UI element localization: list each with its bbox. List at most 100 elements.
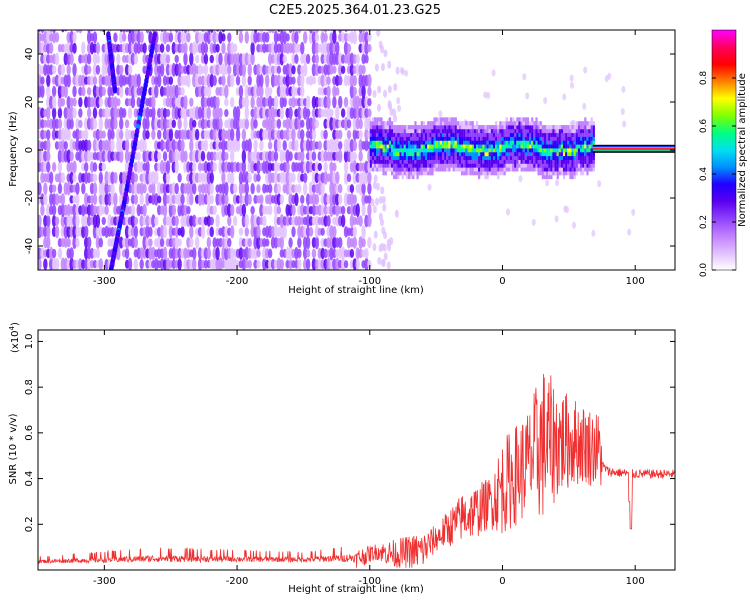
heatmap-cell bbox=[192, 258, 197, 270]
heatmap-band-cell bbox=[503, 159, 506, 164]
heatmap-band-cell bbox=[526, 159, 530, 164]
heatmap-band-cell bbox=[588, 132, 591, 137]
heatmap-band-cell bbox=[424, 163, 428, 168]
heatmap-band-cell bbox=[488, 148, 491, 153]
heatmap-cell bbox=[273, 203, 279, 217]
heatmap-band-cell bbox=[420, 159, 423, 164]
heatmap-band-cell bbox=[469, 171, 472, 176]
heatmap-band-cell bbox=[439, 136, 443, 141]
snr-x-ticks: -300 -200 -100 0 100 bbox=[93, 330, 645, 587]
heatmap-band-cell bbox=[558, 132, 561, 137]
heatmap-cell bbox=[346, 43, 352, 53]
heatmap-cell bbox=[174, 215, 179, 227]
heatmap-cell bbox=[352, 116, 358, 131]
heatmap-band-cell bbox=[427, 144, 430, 149]
heatmap-cell bbox=[162, 151, 168, 162]
heatmap-band-cell bbox=[554, 163, 557, 168]
heatmap-band-cell bbox=[395, 140, 398, 145]
heatmap-band-cell bbox=[531, 136, 534, 141]
heatmap-cell bbox=[124, 149, 130, 164]
heatmap-band-cell bbox=[573, 144, 576, 149]
heatmap-band-cell bbox=[403, 136, 406, 141]
heatmap-band-cell bbox=[446, 155, 449, 160]
heatmap-cell bbox=[311, 171, 317, 185]
heatmap-band-cell bbox=[539, 151, 542, 157]
heatmap-band-cell bbox=[556, 132, 559, 137]
heatmap-band-cell bbox=[435, 117, 438, 122]
heatmap-cell bbox=[332, 85, 337, 98]
heatmap-band-cell bbox=[463, 163, 466, 168]
heatmap-cell bbox=[40, 118, 45, 129]
heatmap-band-cell bbox=[533, 136, 536, 141]
heatmap-band-cell bbox=[431, 144, 434, 149]
heatmap-band-cell bbox=[584, 136, 587, 141]
heatmap-cell bbox=[305, 193, 311, 206]
heatmap-cell bbox=[335, 203, 340, 217]
heatmap-band-cell bbox=[397, 159, 400, 164]
heatmap-cell bbox=[48, 246, 54, 261]
heatmap-band-cell bbox=[524, 163, 527, 168]
heatmap-cell bbox=[314, 160, 320, 174]
heatmap-band-cell bbox=[556, 167, 559, 172]
heatmap-band-cell bbox=[590, 155, 593, 160]
heatmap-cell bbox=[43, 258, 48, 270]
heatmap-cell bbox=[159, 63, 165, 77]
heatmap-band-cell bbox=[376, 121, 379, 126]
heatmap-band-cell bbox=[548, 167, 551, 172]
heatmap-cell bbox=[367, 236, 372, 249]
heatmap-band-cell bbox=[522, 132, 525, 137]
heatmap-band-cell bbox=[374, 125, 377, 130]
heatmap-band-cell bbox=[546, 159, 549, 164]
heatmap-band-cell bbox=[522, 140, 525, 145]
heatmap-cell bbox=[69, 171, 74, 185]
heatmap-band-cell bbox=[384, 132, 387, 137]
heatmap-band-cell bbox=[567, 163, 570, 168]
heatmap-cell bbox=[250, 205, 255, 215]
heatmap-cell bbox=[163, 30, 167, 33]
heatmap-band-cell bbox=[478, 155, 481, 160]
heatmap-cell bbox=[364, 107, 369, 119]
heatmap-band-cell bbox=[486, 136, 489, 141]
heatmap-band-cell bbox=[467, 125, 470, 130]
heatmap-band-cell bbox=[401, 167, 404, 172]
heatmap-band-cell bbox=[420, 132, 423, 137]
heatmap-cell bbox=[270, 258, 276, 270]
x-tick-label: -100 bbox=[358, 576, 381, 587]
heatmap-band-cell bbox=[499, 144, 502, 149]
heatmap-cell bbox=[46, 84, 51, 99]
heatmap-band-cell bbox=[395, 125, 398, 130]
heatmap-band-cell bbox=[480, 151, 483, 157]
heatmap-band-cell bbox=[401, 132, 404, 137]
heatmap-cell bbox=[206, 215, 212, 227]
heatmap-band-cell bbox=[567, 171, 570, 176]
heatmap-band-cell bbox=[571, 132, 574, 137]
heatmap-band-cell bbox=[558, 163, 561, 168]
heatmap-cell bbox=[137, 30, 141, 33]
heatmap-cell bbox=[377, 85, 382, 94]
heatmap-band-cell bbox=[414, 148, 417, 153]
heatmap-band-cell bbox=[533, 121, 536, 126]
heatmap-band-cell bbox=[399, 128, 402, 134]
heatmap-band-cell bbox=[433, 117, 436, 122]
heatmap-band-cell bbox=[429, 148, 432, 153]
heatmap-band-cell bbox=[384, 163, 387, 168]
heatmap-band-cell bbox=[495, 144, 498, 149]
heatmap-band-cell bbox=[444, 151, 447, 157]
heatmap-band-cell bbox=[531, 155, 534, 160]
heatmap-band-cell bbox=[569, 163, 572, 168]
heatmap-cell bbox=[224, 181, 229, 196]
heatmap-band-cell bbox=[437, 159, 440, 164]
heatmap-band-cell bbox=[584, 117, 587, 122]
heatmap-band-cell bbox=[550, 159, 553, 164]
heatmap-cell bbox=[332, 181, 337, 196]
heatmap-band-cell bbox=[478, 125, 481, 130]
heatmap-band-cell bbox=[490, 151, 494, 157]
heatmap-band-cell bbox=[548, 163, 551, 168]
heatmap-cell bbox=[297, 183, 302, 194]
heatmap-band-cell bbox=[422, 128, 426, 134]
heatmap-cell bbox=[367, 171, 372, 185]
heatmap-cell bbox=[338, 63, 343, 76]
heatmap-cell bbox=[218, 193, 223, 206]
heatmap-cell bbox=[84, 129, 89, 140]
heatmap-cell bbox=[271, 30, 275, 34]
